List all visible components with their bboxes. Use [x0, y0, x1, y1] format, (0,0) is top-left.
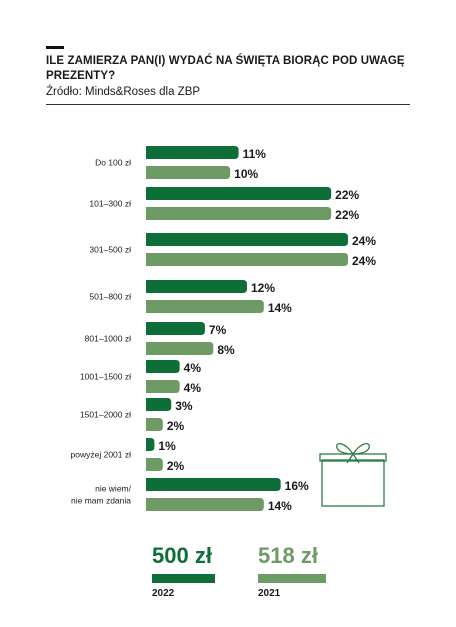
bar-2021: [146, 253, 348, 266]
data-label: 11%: [243, 147, 267, 161]
category-label: nie mam zdania: [71, 496, 131, 506]
bar-2022: [146, 322, 205, 335]
data-label: 1%: [158, 439, 176, 453]
data-label: 12%: [251, 281, 275, 295]
bar-2021: [146, 498, 264, 511]
category-label: 801–1000 zł: [85, 334, 131, 344]
gift-box-icon: [319, 443, 387, 507]
bar-2021: [146, 418, 163, 431]
bar-2021: [146, 300, 264, 313]
summary-value-2021: 518 zł: [258, 543, 318, 568]
bar-2022: [146, 438, 155, 451]
category-label: 1501–2000 zł: [80, 410, 131, 420]
data-label: 22%: [335, 188, 359, 202]
bar-2022: [146, 360, 180, 373]
summary-value-2022: 500 zł: [152, 543, 212, 568]
category-label: powyżej 2001 zł: [71, 450, 132, 460]
summary-year-2022: 2022: [152, 588, 175, 599]
chart-source: Źródło: Minds&Roses dla ZBP: [46, 86, 201, 98]
bar-2022: [146, 280, 247, 293]
bar-2021: [146, 166, 231, 179]
bar-2022: [146, 146, 239, 159]
title-dash: [46, 46, 64, 49]
category-label: 501–800 zł: [89, 292, 131, 302]
bar-2022: [146, 233, 348, 246]
summary-bar-2021: [258, 574, 326, 583]
summary-year-2021: 2021: [258, 588, 281, 599]
category-label: Do 100 zł: [95, 158, 131, 168]
data-label: 14%: [268, 301, 292, 315]
category-label: 101–300 zł: [89, 199, 131, 209]
data-label: 10%: [234, 167, 258, 181]
bar-2021: [146, 458, 163, 471]
data-label: 2%: [167, 459, 185, 473]
data-label: 14%: [268, 499, 292, 513]
category-label: 301–500 zł: [89, 245, 131, 255]
data-label: 8%: [217, 343, 235, 357]
bar-2021: [146, 380, 180, 393]
data-label: 7%: [209, 323, 227, 337]
data-label: 4%: [184, 381, 202, 395]
data-label: 4%: [184, 361, 202, 375]
bar-2022: [146, 187, 332, 200]
bar-2021: [146, 342, 214, 355]
bar-2022: [146, 478, 281, 491]
summary-bar-2022: [152, 574, 215, 583]
data-label: 24%: [352, 234, 376, 248]
data-label: 24%: [352, 254, 376, 268]
data-label: 3%: [175, 399, 193, 413]
header-divider: [46, 104, 410, 105]
bar-2022: [146, 398, 172, 411]
category-label: nie wiem/: [95, 484, 132, 494]
data-label: 16%: [285, 479, 309, 493]
category-label: 1001–1500 zł: [80, 372, 131, 382]
data-label: 2%: [167, 419, 185, 433]
bar-2021: [146, 207, 332, 220]
chart-title: ILE ZAMIERZA PAN(I) WYDAĆ NA ŚWIĘTA BIOR…: [46, 55, 405, 82]
data-label: 22%: [335, 208, 359, 222]
